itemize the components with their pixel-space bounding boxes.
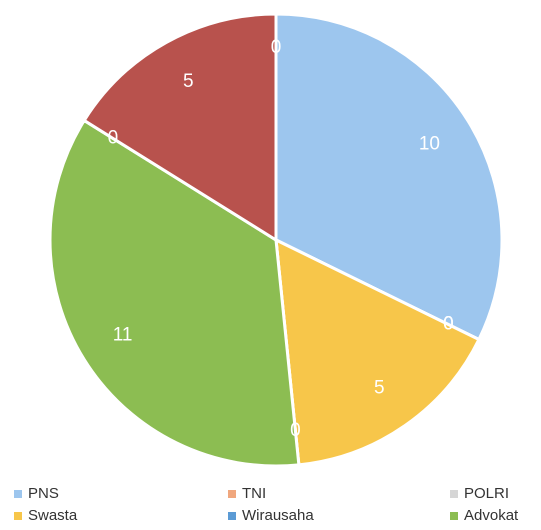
legend-label: Wirausaha	[242, 507, 314, 524]
data-label: 10	[419, 133, 440, 154]
legend-label: Advokat	[464, 507, 519, 524]
pie-slice	[48, 118, 301, 468]
data-label: 0	[271, 37, 282, 58]
legend-swatch	[14, 512, 22, 520]
pie-slice	[274, 12, 504, 342]
pie-slice	[82, 12, 278, 243]
data-label: 5	[183, 71, 194, 92]
pie-slice	[274, 237, 481, 467]
data-label: 11	[113, 325, 133, 346]
legend-swatch	[450, 490, 458, 498]
data-label: 0	[290, 420, 301, 441]
data-label: 5	[374, 377, 385, 398]
data-label: 0	[443, 314, 454, 335]
legend-swatch	[228, 490, 236, 498]
legend-label: TNI	[242, 485, 266, 502]
data-label: 0	[443, 314, 454, 335]
legend-label: PNS	[28, 485, 59, 502]
legend-label: Swasta	[28, 507, 78, 524]
legend-swatch	[228, 512, 236, 520]
data-label: 0	[108, 127, 119, 148]
legend-swatch	[450, 512, 458, 520]
legend-label: POLRI	[464, 485, 509, 502]
legend-swatch	[14, 490, 22, 498]
